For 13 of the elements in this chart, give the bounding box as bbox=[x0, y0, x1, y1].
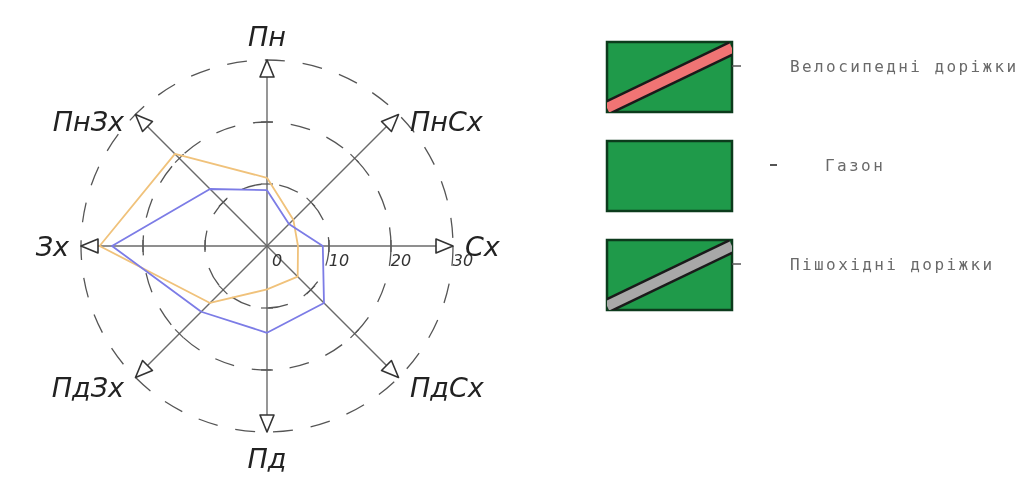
spoke-label: ПнЗх bbox=[52, 105, 126, 137]
y-tick-label: 20 bbox=[390, 251, 412, 270]
y-tick-label: 0 bbox=[271, 251, 283, 270]
text: Велосипедні доріжки bbox=[790, 56, 1019, 76]
spoke-label: ПдСх bbox=[409, 371, 485, 403]
spoke-label: Пн bbox=[248, 20, 286, 52]
spoke-label: ПдЗх bbox=[51, 371, 126, 403]
spoke-label: Зх bbox=[35, 230, 71, 262]
y-tick-label: 10 bbox=[328, 251, 350, 270]
spoke-label: ПнСх bbox=[409, 105, 484, 137]
spoke-label: Пд bbox=[247, 442, 287, 474]
text: Пішохідні доріжки bbox=[790, 254, 995, 274]
text: Газон bbox=[825, 155, 886, 175]
